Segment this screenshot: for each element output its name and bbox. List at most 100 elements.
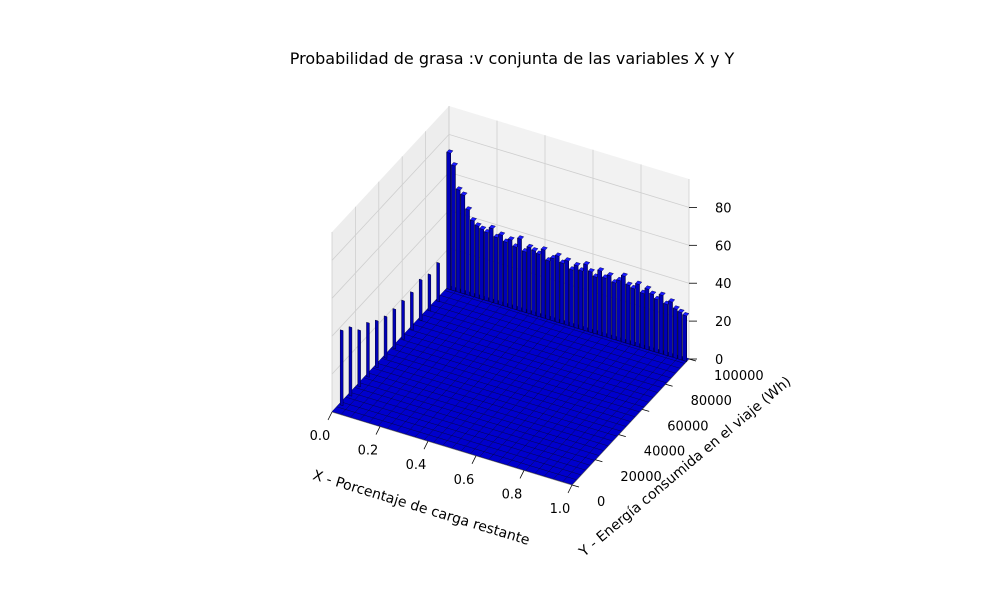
bar xyxy=(578,269,584,331)
bar xyxy=(592,275,598,335)
pane-left xyxy=(332,106,449,412)
bar-top xyxy=(583,261,591,266)
bar xyxy=(677,311,683,361)
y-tick-mark xyxy=(595,459,603,463)
bar-top xyxy=(644,285,652,290)
x-tick-label: 0.8 xyxy=(502,487,523,502)
z-tick-label: 80 xyxy=(715,201,732,216)
bar-top xyxy=(517,235,525,240)
bar-top xyxy=(531,247,539,252)
y-tick-mark xyxy=(665,383,673,387)
x-tick-mark xyxy=(519,470,525,479)
bar-top xyxy=(658,291,666,296)
bar-top xyxy=(554,252,562,257)
bar xyxy=(451,164,456,292)
bar-top xyxy=(573,261,581,267)
x-axis-label: X - Porcentaje de carga restante xyxy=(311,468,532,549)
axis-ticks: 0.0 0.2 0.4 0.6 0.8 1.0 0 20000 40000 60000 80000 1… xyxy=(310,201,764,517)
bar-top xyxy=(668,298,676,303)
bar xyxy=(526,246,532,315)
bar xyxy=(573,264,579,329)
bar-top xyxy=(451,162,459,167)
bar xyxy=(559,261,565,325)
bar xyxy=(488,227,494,304)
bar xyxy=(668,300,673,358)
bar xyxy=(427,273,432,312)
bar xyxy=(348,326,353,397)
bar-top xyxy=(540,246,548,251)
x-tick-label: 0.4 xyxy=(406,458,427,473)
bar xyxy=(507,238,513,309)
y-tick-mark xyxy=(618,434,626,437)
bar xyxy=(469,219,475,298)
bar-top xyxy=(455,186,463,191)
bar xyxy=(498,233,503,306)
bar xyxy=(540,248,546,319)
bar-top xyxy=(564,257,572,262)
bar xyxy=(672,307,678,360)
bar-top xyxy=(682,312,690,317)
bar-top xyxy=(672,305,680,310)
bar xyxy=(512,245,518,311)
bar xyxy=(366,321,370,378)
bar-top xyxy=(460,191,468,196)
bar-top xyxy=(606,272,614,277)
bar-top xyxy=(479,225,487,230)
y-tick-mark xyxy=(642,409,650,412)
bar xyxy=(564,259,570,327)
bar-top xyxy=(507,236,515,241)
bar-top xyxy=(498,231,506,236)
bar xyxy=(531,249,536,317)
bar xyxy=(658,293,664,355)
x-tick-mark xyxy=(375,426,381,435)
x-tick-mark xyxy=(471,455,477,464)
x-tick-mark xyxy=(327,411,333,421)
bar xyxy=(484,231,489,302)
bar xyxy=(517,237,522,312)
z-tick-label: 0 xyxy=(715,353,723,368)
gridline-z xyxy=(331,133,690,261)
bar xyxy=(625,283,631,345)
bar xyxy=(644,287,650,351)
bar xyxy=(418,278,423,321)
y-tick-label: 0 xyxy=(597,495,605,510)
bar-top xyxy=(469,217,477,222)
bar xyxy=(446,151,452,291)
bar-top xyxy=(625,281,633,286)
x-tick-label: 0.2 xyxy=(358,444,379,459)
y-tick-label: 100000 xyxy=(714,369,764,384)
bar xyxy=(392,308,397,350)
bar-top xyxy=(635,280,643,285)
bar xyxy=(545,259,551,321)
bar xyxy=(493,236,499,305)
bar xyxy=(401,299,405,340)
bar xyxy=(479,228,485,301)
x-tick-label: 0.6 xyxy=(454,473,475,488)
bar-top xyxy=(677,308,685,313)
bar xyxy=(339,329,344,407)
bar-top xyxy=(526,243,534,249)
y-tick-label: 20000 xyxy=(620,470,661,485)
x-tick-label: 0.0 xyxy=(310,429,331,444)
y-tick-label: 40000 xyxy=(644,445,685,460)
bar xyxy=(569,268,574,328)
z-tick-label: 60 xyxy=(715,239,732,254)
bar xyxy=(474,224,480,299)
bar xyxy=(602,276,607,338)
y-tick-label: 60000 xyxy=(667,419,708,434)
x-tick-mark xyxy=(423,441,429,450)
bar xyxy=(682,314,688,362)
bar xyxy=(616,279,621,342)
bar xyxy=(620,274,626,344)
floor-bar xyxy=(562,476,577,485)
chart-title: Probabilidad de grasa :v conjunta de las… xyxy=(290,49,735,68)
bar xyxy=(502,240,508,308)
bar-top xyxy=(597,267,605,272)
bar xyxy=(611,281,617,341)
bar xyxy=(460,193,466,295)
bar xyxy=(521,250,527,314)
z-tick-label: 40 xyxy=(715,277,732,292)
bar-top xyxy=(620,272,628,277)
bar xyxy=(383,315,388,359)
